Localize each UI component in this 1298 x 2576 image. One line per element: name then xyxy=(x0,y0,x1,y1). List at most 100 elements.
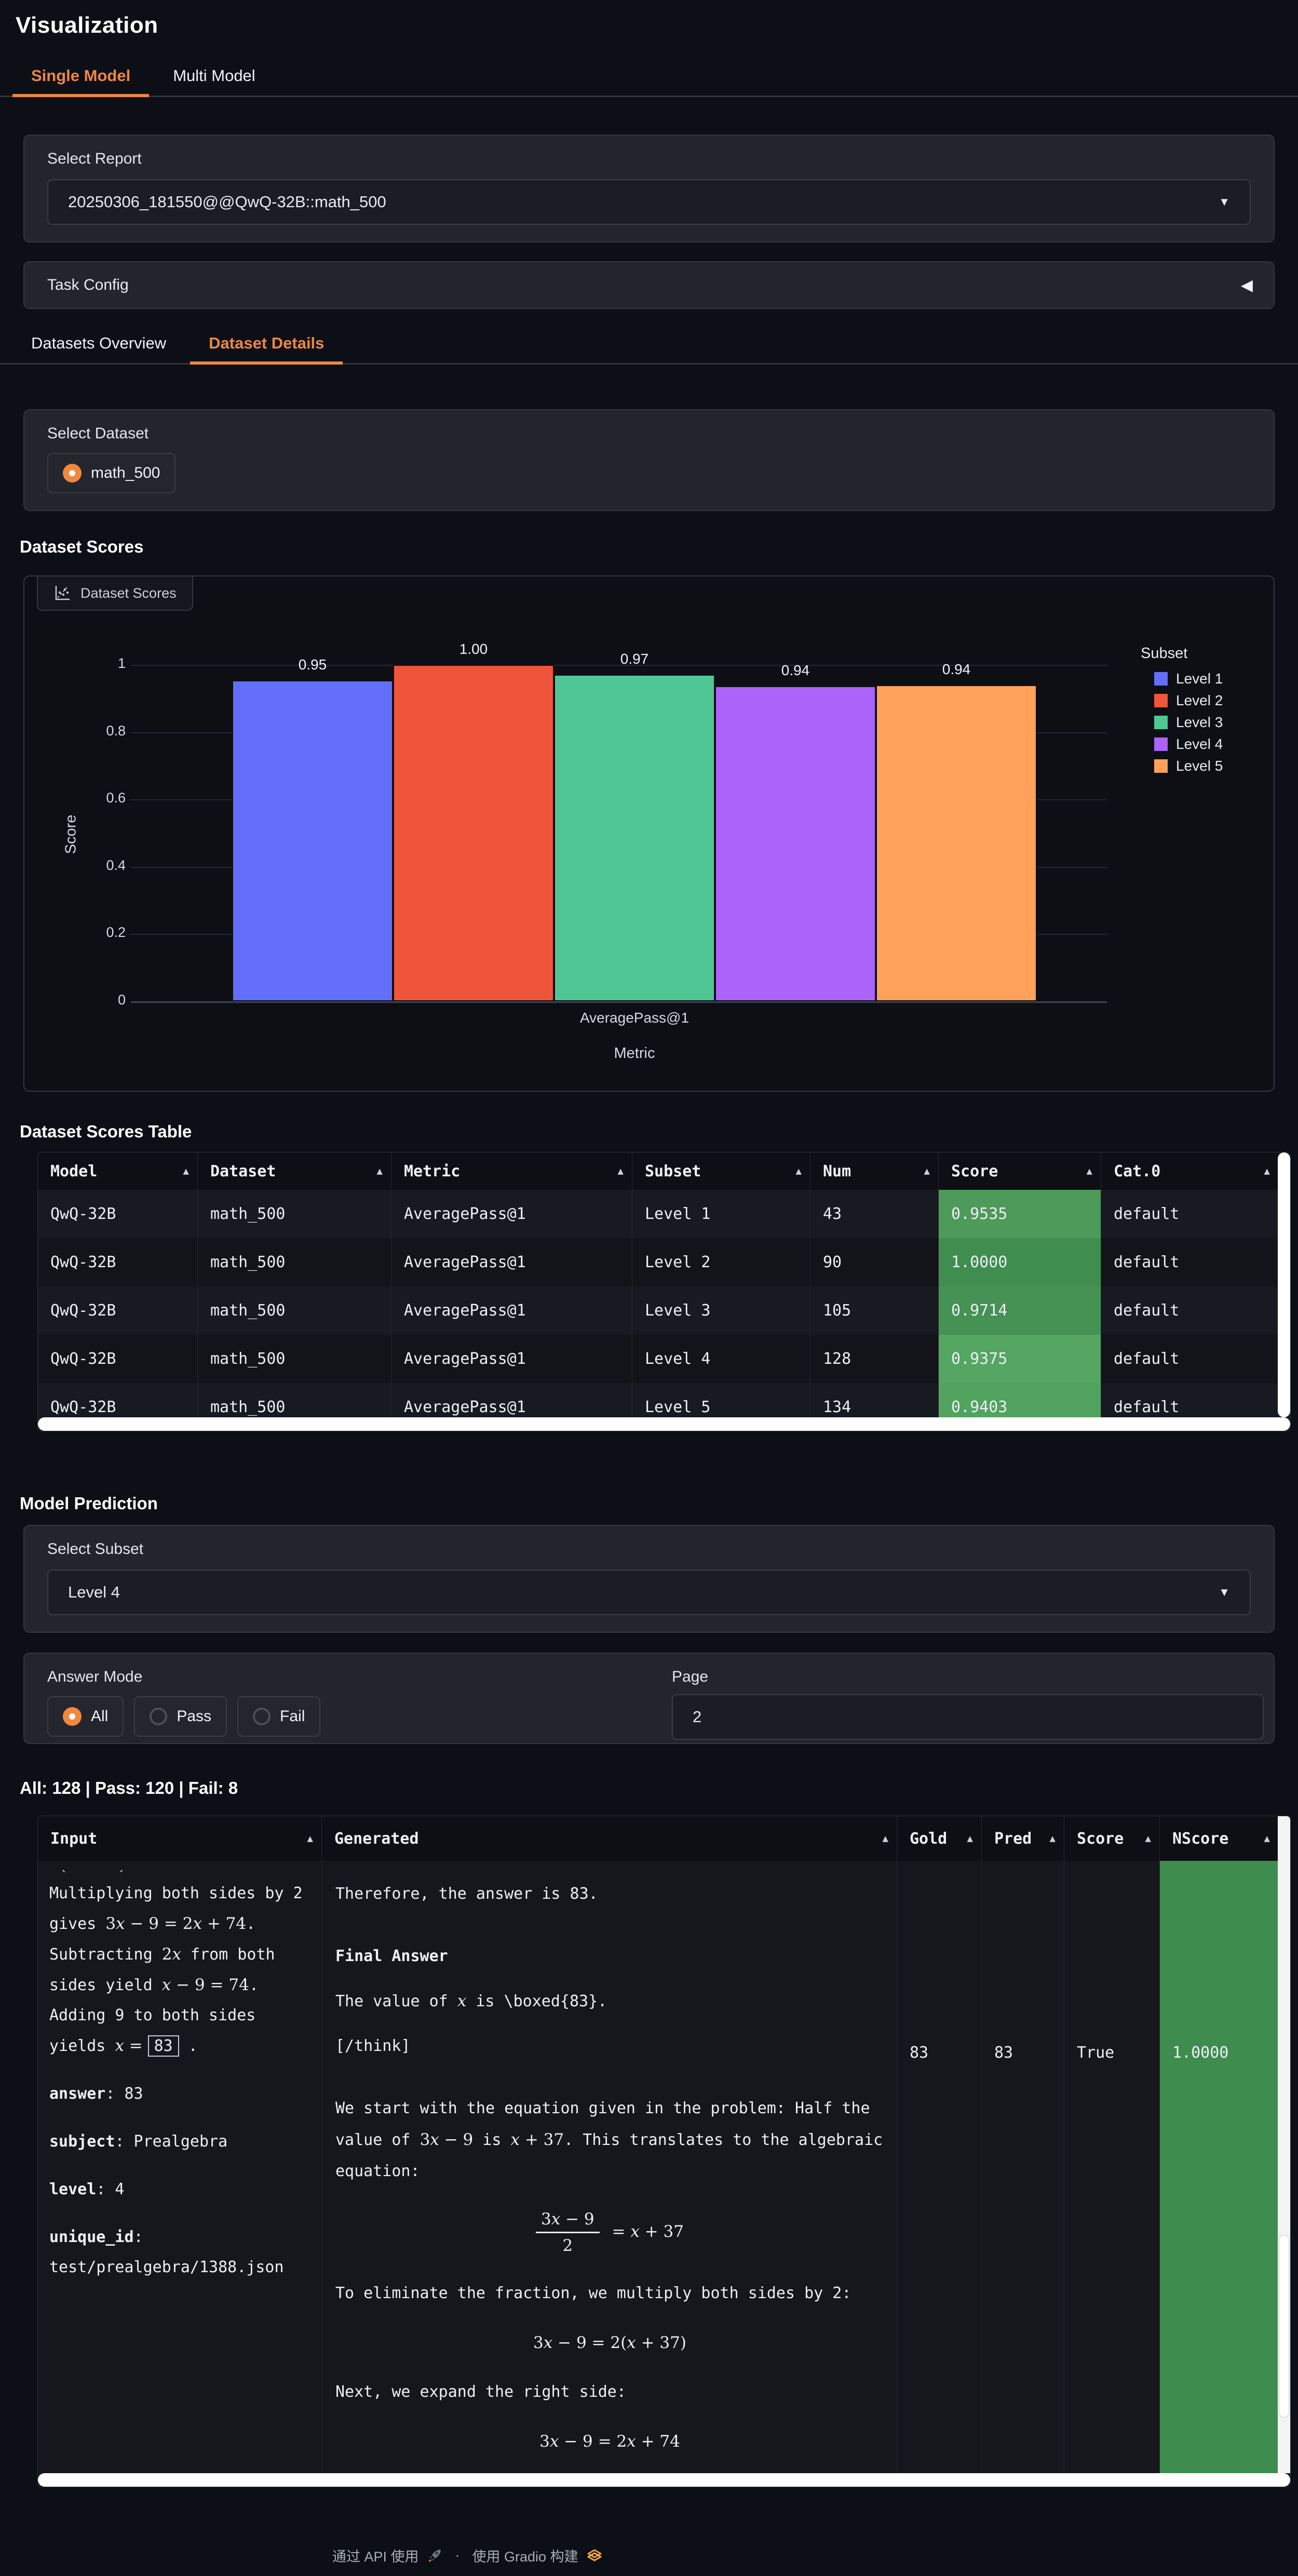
column-header-pred[interactable]: Pred ▲ xyxy=(982,1816,1064,1861)
vertical-scrollbar[interactable] xyxy=(1278,1152,1290,1417)
page-label: Page xyxy=(672,1668,709,1685)
gradio-logo-icon xyxy=(587,2549,602,2561)
bar-level-2 xyxy=(393,665,554,1001)
answer-mode-option-fail[interactable]: Fail xyxy=(237,1696,321,1737)
column-header-score[interactable]: Score ▲ xyxy=(1064,1816,1160,1861)
table-row: QwQ-32B math_500 AveragePass@1 Level 3 105 0.… xyxy=(38,1286,1290,1335)
horizontal-scrollbar[interactable] xyxy=(38,1417,1290,1431)
sort-ascending-icon[interactable]: ▲ xyxy=(1049,1833,1056,1844)
column-header-nscore[interactable]: NScore ▲ xyxy=(1160,1816,1279,1861)
cell-score: True xyxy=(1064,1861,1160,2474)
sort-ascending-icon[interactable]: ▲ xyxy=(1264,1833,1270,1844)
blank-line xyxy=(49,2109,311,2127)
tab-multi-model[interactable]: Multi Model xyxy=(173,66,255,85)
dataset-option-math_500[interactable]: math_500 xyxy=(47,453,176,493)
legend-swatch xyxy=(1154,737,1168,751)
cell-metric: AveragePass@1 xyxy=(391,1383,632,1431)
vertical-scrollbar-thumb[interactable] xyxy=(1279,2235,1289,2418)
generated-paragraph: [/think] xyxy=(335,2037,411,2055)
generated-paragraph: We start with the equation given in the … xyxy=(335,2099,883,2180)
page-input[interactable]: 2 xyxy=(672,1694,1264,1740)
answer-mode-option-all[interactable]: All xyxy=(47,1696,124,1737)
report-dropdown[interactable]: 20250306_181550@@QwQ-32B::math_500 ▼ xyxy=(47,179,1251,225)
subset-dropdown[interactable]: Level 4 ▼ xyxy=(47,1569,1251,1615)
blank-line xyxy=(49,2205,311,2222)
sort-ascending-icon[interactable]: ▲ xyxy=(924,1165,930,1177)
sort-ascending-icon[interactable]: ▲ xyxy=(376,1165,383,1177)
legend-item[interactable]: Level 4 xyxy=(1154,736,1223,753)
math-expression: 3x − 9 xyxy=(420,2130,474,2149)
answer-mode-option-pass[interactable]: Pass xyxy=(134,1696,227,1737)
legend-item[interactable]: Level 2 xyxy=(1154,692,1223,709)
answer-mode-label: Answer Mode xyxy=(47,1668,143,1685)
cell-cat0: default xyxy=(1101,1190,1279,1238)
sort-ascending-icon[interactable]: ▲ xyxy=(307,1833,313,1844)
bar-level-4 xyxy=(715,686,876,1001)
tab-dataset-details[interactable]: Dataset Details xyxy=(190,329,343,365)
tab-single-model[interactable]: Single Model xyxy=(12,61,150,97)
footer-built-text[interactable]: 使用 Gradio 构建 xyxy=(472,2549,578,2565)
model-tabbar: Single Model Multi Model xyxy=(0,61,1298,97)
bar-value-label: 0.94 xyxy=(781,662,810,678)
sort-ascending-icon[interactable]: ▲ xyxy=(795,1165,802,1177)
legend-item[interactable]: Level 3 xyxy=(1154,714,1223,731)
cell-model: QwQ-32B xyxy=(38,1238,198,1286)
sort-ascending-icon[interactable]: ▲ xyxy=(1086,1165,1092,1177)
cell-gold: 83 xyxy=(897,1861,982,2474)
select-subset-panel: Select Subset Level 4 ▼ xyxy=(23,1525,1275,1633)
radio-icon xyxy=(253,1708,271,1725)
answer-mode-group: All Pass Fail xyxy=(47,1696,321,1737)
column-header-metric[interactable]: Metric ▲ xyxy=(391,1152,632,1190)
table-row: QwQ-32B math_500 AveragePass@1 Level 1 43 0.9… xyxy=(38,1190,1290,1238)
column-header-num[interactable]: Num ▲ xyxy=(810,1152,939,1190)
cell-input: 2(x + 37) Multiplying both sides by 2 give… xyxy=(38,1861,322,2474)
legend-label: Level 1 xyxy=(1176,670,1223,687)
sort-ascending-icon[interactable]: ▲ xyxy=(967,1833,973,1844)
generated-paragraph: The value of x is \boxed{83}. xyxy=(335,1992,607,2010)
cell-cat0: default xyxy=(1101,1335,1279,1383)
tab-datasets-overview[interactable]: Datasets Overview xyxy=(31,334,167,352)
sort-ascending-icon[interactable]: ▲ xyxy=(1264,1165,1270,1177)
column-header-input[interactable]: Input ▲ xyxy=(38,1816,322,1861)
legend-item[interactable]: Level 1 xyxy=(1154,670,1223,687)
chart-tab-chip[interactable]: Dataset Scores xyxy=(37,576,193,611)
bar-level-1 xyxy=(232,680,393,1001)
cell-num: 128 xyxy=(810,1335,939,1383)
vertical-scrollbar-track[interactable] xyxy=(1278,1816,1290,2473)
sort-ascending-icon[interactable]: ▲ xyxy=(617,1165,624,1177)
column-header-dataset[interactable]: Dataset ▲ xyxy=(198,1152,391,1190)
footer-api-text[interactable]: 通过 API 使用 xyxy=(332,2549,419,2565)
column-header-model[interactable]: Model ▲ xyxy=(38,1152,198,1190)
gridline xyxy=(131,665,1107,666)
sort-ascending-icon[interactable]: ▲ xyxy=(183,1165,189,1177)
accordion-collapse-icon: ◀ xyxy=(1240,276,1253,294)
legend-item[interactable]: Level 5 xyxy=(1154,758,1223,774)
column-header-gold[interactable]: Gold ▲ xyxy=(897,1816,982,1861)
scatter-chart-icon xyxy=(55,586,70,600)
task-config-accordion[interactable]: Task Config ◀ xyxy=(23,261,1275,309)
horizontal-scrollbar[interactable] xyxy=(38,2473,1290,2487)
column-header-cat0[interactable]: Cat.0 ▲ xyxy=(1101,1152,1279,1190)
sort-ascending-icon[interactable]: ▲ xyxy=(882,1833,888,1844)
task-config-label: Task Config xyxy=(47,276,129,293)
cell-model: QwQ-32B xyxy=(38,1383,198,1431)
bar-value-label: 0.94 xyxy=(942,661,971,677)
table-header-row: Input ▲ Generated ▲ Gold ▲ Pred ▲ Score ▲ NScore ▲ xyxy=(38,1816,1290,1861)
column-header-generated[interactable]: Generated ▲ xyxy=(322,1816,897,1861)
dataset-scores-table-heading: Dataset Scores Table xyxy=(20,1122,192,1141)
page-input-value: 2 xyxy=(693,1708,702,1726)
generated-equation: 3x − 9 = 2x + 74 xyxy=(335,2426,884,2457)
cell-subset: Level 1 xyxy=(632,1190,810,1238)
y-axis-tick: 0.8 xyxy=(106,722,126,739)
footer-separator: · xyxy=(455,2547,460,2563)
math-expression: 3x − 9 = 2(x + 37) xyxy=(533,2333,686,2352)
column-header-score[interactable]: Score ▲ xyxy=(939,1152,1101,1190)
generated-fraction-equation: 3x − 9 2 = x + 37 xyxy=(335,2210,884,2255)
input-line: Adding 9 to both sides xyxy=(49,2006,256,2024)
column-header-subset[interactable]: Subset ▲ xyxy=(632,1152,810,1190)
sort-ascending-icon[interactable]: ▲ xyxy=(1145,1833,1151,1844)
cell-cat0: default xyxy=(1101,1238,1279,1286)
cell-dataset: math_500 xyxy=(198,1383,391,1431)
blank-line xyxy=(49,2061,311,2079)
